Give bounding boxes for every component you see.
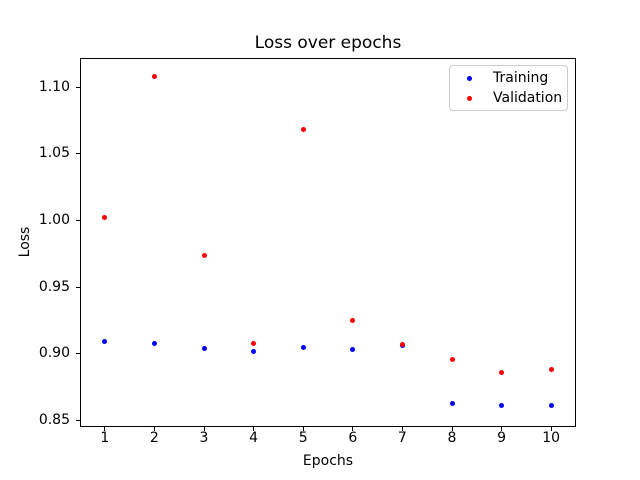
y-tick-label: 1.00 (38, 212, 70, 229)
data-point-validation (499, 369, 505, 375)
data-point-training (251, 348, 257, 354)
x-tick (401, 427, 403, 431)
y-tick-label: 0.85 (38, 411, 70, 428)
data-point-validation (300, 127, 306, 133)
data-point-validation (102, 215, 108, 221)
x-tick-label: 1 (100, 430, 110, 446)
y-tick-label: 1.05 (38, 145, 70, 162)
legend-marker-icon (467, 95, 472, 101)
x-tick-label: 8 (447, 430, 457, 446)
legend-label: Training (493, 69, 549, 86)
data-point-training (300, 344, 306, 350)
x-tick-label: 3 (199, 430, 209, 446)
x-tick (451, 427, 453, 431)
data-point-validation (350, 317, 356, 323)
y-tick (76, 353, 80, 355)
y-tick-label: 1.10 (38, 78, 70, 95)
data-point-validation (251, 340, 257, 346)
y-tick (76, 286, 80, 288)
x-tick (253, 427, 255, 431)
x-tick (203, 427, 205, 431)
x-tick (104, 427, 106, 431)
data-point-training (201, 345, 207, 351)
legend-entry-validation: Validation (450, 88, 567, 108)
y-axis-label: Loss (17, 226, 33, 258)
y-tick-label: 0.95 (38, 278, 70, 295)
chart-title: Loss over epochs (254, 33, 402, 53)
x-tick (501, 427, 503, 431)
x-tick (302, 427, 304, 431)
x-tick-label: 6 (348, 430, 358, 446)
x-tick (153, 427, 155, 431)
data-point-validation (548, 367, 554, 373)
x-tick (550, 427, 552, 431)
x-tick-label: 5 (298, 430, 308, 446)
x-tick-label: 7 (397, 430, 407, 446)
plot-area (80, 58, 576, 427)
legend-entry-training: Training (450, 68, 567, 88)
data-point-validation (201, 252, 207, 258)
x-tick-label: 4 (249, 430, 259, 446)
x-tick-label: 2 (149, 430, 159, 446)
data-point-validation (449, 356, 455, 362)
x-tick-label: 10 (542, 430, 561, 446)
data-point-training (548, 403, 554, 409)
x-axis-label: Epochs (302, 453, 354, 469)
data-point-training (102, 339, 108, 345)
legend-marker-icon (467, 75, 472, 81)
legend: Training Validation (449, 65, 568, 111)
data-point-training (350, 347, 356, 353)
legend-label: Validation (493, 89, 563, 106)
y-tick (76, 419, 80, 421)
data-point-training (151, 340, 157, 346)
x-tick (352, 427, 354, 431)
y-tick (76, 153, 80, 155)
x-tick-label: 9 (497, 430, 507, 446)
data-point-validation (151, 74, 157, 80)
data-point-training (449, 400, 455, 406)
y-tick (76, 220, 80, 222)
data-point-training (499, 403, 505, 409)
data-point-validation (399, 341, 405, 347)
y-tick-label: 0.90 (38, 345, 70, 362)
y-tick (76, 86, 80, 88)
